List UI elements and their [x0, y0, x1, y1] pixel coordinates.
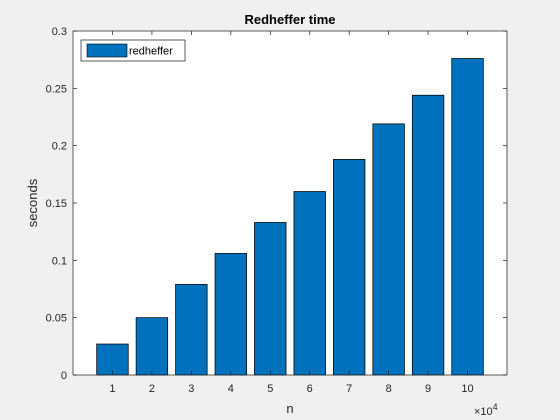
- x-exponent-power: 4: [493, 402, 498, 412]
- x-axis-label: n: [286, 401, 293, 416]
- x-tick-label: 6: [307, 383, 313, 395]
- bars-group: [96, 58, 484, 376]
- x-tick-label: 5: [267, 383, 273, 395]
- bar-5: [254, 222, 287, 376]
- bar-10: [451, 58, 484, 376]
- legend-label: redheffer: [129, 46, 173, 58]
- x-tick-label: 9: [425, 383, 431, 395]
- bar-1: [96, 343, 129, 376]
- x-exponent-base: ×10: [474, 406, 493, 418]
- x-tick-label: 7: [346, 383, 352, 395]
- y-tick-label: 0: [61, 370, 67, 382]
- bar-4: [214, 253, 247, 376]
- y-tick-label: 0.05: [46, 313, 67, 325]
- bar-2: [135, 317, 169, 376]
- bar-6: [293, 191, 326, 376]
- y-ticks-group: 0 0.05 0.1 0.15 0.2 0.25 0.3: [46, 26, 507, 382]
- bar-3: [175, 284, 208, 376]
- y-tick-label: 0.25: [46, 83, 67, 95]
- bar-7: [333, 159, 366, 376]
- x-tick-label: 1: [109, 383, 115, 395]
- x-tick-label: 2: [149, 383, 155, 395]
- x-tick-label: 4: [228, 383, 234, 395]
- chart-title: Redheffer time: [244, 12, 335, 27]
- bar-8: [372, 123, 405, 376]
- x-tick-label: 8: [386, 383, 392, 395]
- bar-9: [411, 94, 445, 376]
- x-tick-label: 10: [461, 383, 473, 395]
- y-tick-label: 0.15: [46, 198, 67, 210]
- y-tick-label: 0.2: [52, 141, 67, 153]
- x-ticks-group: 1 2 3 4 5 6 7 8 9 10: [109, 31, 474, 395]
- x-exponent-label: ×104: [474, 402, 498, 418]
- y-axis-label: seconds: [25, 178, 40, 227]
- y-tick-label: 0.3: [52, 26, 67, 38]
- legend: redheffer: [80, 39, 186, 62]
- legend-swatch: [86, 43, 128, 58]
- y-tick-label: 0.1: [52, 255, 67, 267]
- x-tick-label: 3: [188, 383, 194, 395]
